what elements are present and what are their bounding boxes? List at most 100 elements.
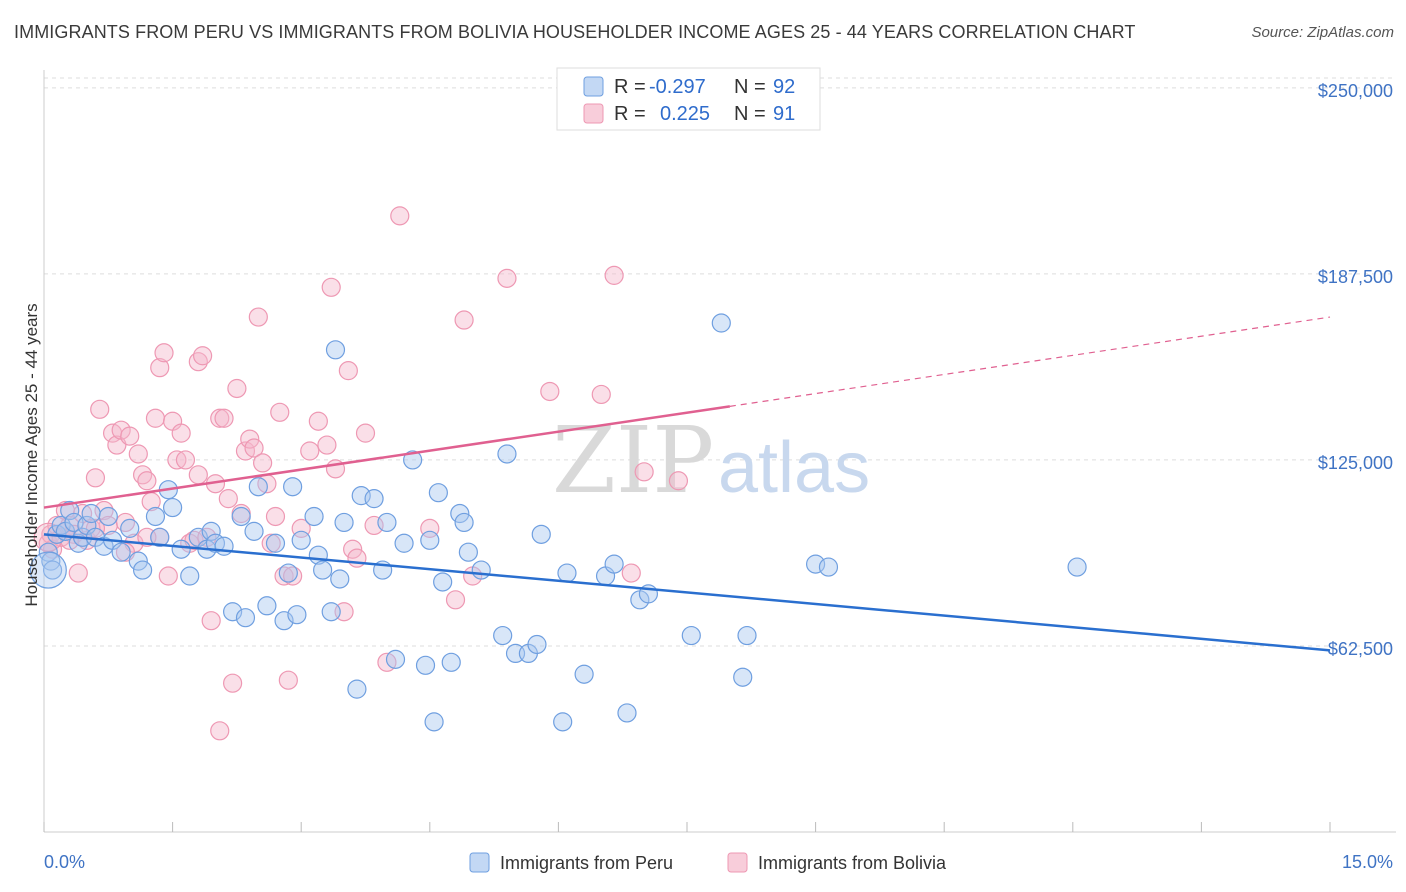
point-bolivia xyxy=(591,384,611,405)
point-peru xyxy=(415,655,436,675)
point-bolivia xyxy=(621,563,641,583)
point-bolivia xyxy=(210,721,230,741)
point-bolivia xyxy=(244,438,264,458)
bottom-legend: Immigrants from Peru Immigrants from Bol… xyxy=(469,852,947,873)
bottom-legend-swatch-bolivia xyxy=(727,852,748,873)
trend-lines xyxy=(43,316,1331,652)
point-bolivia xyxy=(604,265,624,285)
chart-source: Source: ZipAtlas.com xyxy=(1251,24,1394,41)
point-peru xyxy=(313,560,333,580)
point-bolivia xyxy=(445,590,466,610)
watermark: ZIP atlas xyxy=(552,407,870,514)
point-peru xyxy=(428,483,448,503)
point-bolivia xyxy=(85,468,106,488)
point-peru xyxy=(420,530,440,550)
point-peru xyxy=(287,605,307,625)
point-bolivia xyxy=(223,673,243,693)
bottom-legend-label-peru: Immigrants from Peru xyxy=(500,853,673,873)
legend-swatch-bolivia xyxy=(583,103,604,124)
point-bolivia xyxy=(265,506,286,527)
y-tick-label: $62,500 xyxy=(1328,639,1393,659)
point-bolivia xyxy=(171,423,191,443)
legend-r-label-peru: R = xyxy=(614,76,646,98)
point-peru xyxy=(235,608,256,628)
y-tick-label: $250,000 xyxy=(1318,81,1393,101)
legend-n-label-bolivia: N = xyxy=(734,103,766,125)
top-legend: R = -0.297 N = 92 R = 0.225 N = 91 xyxy=(556,67,821,131)
point-bolivia xyxy=(321,277,341,297)
point-bolivia xyxy=(158,566,178,586)
x-tick-label-end: 15.0% xyxy=(1342,852,1393,872)
point-peru xyxy=(325,340,346,360)
point-peru xyxy=(248,477,268,497)
legend-n-value-bolivia: 91 xyxy=(773,103,795,125)
point-bolivia xyxy=(278,670,298,690)
point-bolivia xyxy=(308,411,328,431)
point-peru xyxy=(604,554,624,574)
point-peru xyxy=(377,512,397,533)
point-bolivia xyxy=(355,423,376,443)
point-bolivia xyxy=(668,471,689,491)
point-peru xyxy=(394,533,414,553)
point-peru xyxy=(321,602,341,622)
legend-swatch-peru xyxy=(583,76,604,97)
trend-line-bolivia-extension xyxy=(729,316,1331,407)
point-peru xyxy=(433,572,453,592)
point-bolivia xyxy=(120,426,140,446)
point-bolivia xyxy=(175,450,196,470)
point-bolivia xyxy=(137,471,157,491)
bottom-legend-label-bolivia: Immigrants from Bolivia xyxy=(758,853,947,873)
point-peru xyxy=(385,649,406,669)
point-bolivia xyxy=(454,310,474,330)
point-bolivia xyxy=(150,358,170,378)
legend-n-label-peru: N = xyxy=(734,76,766,98)
point-peru xyxy=(330,569,350,589)
point-peru xyxy=(441,652,461,672)
point-bolivia xyxy=(240,429,260,449)
y-tick-label: $125,000 xyxy=(1318,453,1393,473)
gridlines xyxy=(44,77,1396,647)
point-bolivia xyxy=(253,453,273,473)
point-peru xyxy=(180,566,200,586)
point-peru xyxy=(733,667,753,687)
point-bolivia xyxy=(634,462,654,482)
point-peru xyxy=(81,503,101,524)
point-peru xyxy=(231,506,251,527)
point-peru xyxy=(403,450,423,470)
point-bolivia xyxy=(261,533,281,553)
point-peru xyxy=(347,679,367,699)
point-peru xyxy=(278,563,298,583)
point-peru xyxy=(553,712,573,732)
point-bolivia xyxy=(248,307,268,327)
point-peru xyxy=(150,527,170,547)
point-peru xyxy=(214,536,234,556)
point-peru xyxy=(98,506,118,527)
point-peru xyxy=(334,512,354,533)
point-peru xyxy=(574,664,594,684)
point-bolivia xyxy=(188,465,208,485)
point-bolivia xyxy=(214,408,234,428)
point-peru xyxy=(132,560,153,580)
point-bolivia xyxy=(201,611,221,631)
point-peru xyxy=(454,512,474,533)
chart-title: IMMIGRANTS FROM PERU VS IMMIGRANTS FROM … xyxy=(14,22,1136,42)
legend-n-value-peru: 92 xyxy=(773,76,795,98)
y-tick-label: $187,500 xyxy=(1318,267,1393,287)
point-peru xyxy=(291,530,311,550)
point-bolivia xyxy=(128,444,148,464)
point-peru xyxy=(424,712,444,732)
bottom-legend-swatch-peru xyxy=(469,852,490,873)
point-peru xyxy=(111,542,131,562)
point-bolivia xyxy=(497,268,517,288)
point-bolivia xyxy=(90,399,110,419)
point-bolivia xyxy=(270,402,290,422)
watermark-zip: ZIP xyxy=(552,407,714,514)
watermark-atlas: atlas xyxy=(718,428,870,508)
legend-r-value-bolivia: 0.225 xyxy=(660,103,710,125)
legend-r-value-peru: -0.297 xyxy=(649,76,706,98)
point-peru xyxy=(450,503,470,524)
point-peru xyxy=(681,625,701,646)
point-bolivia xyxy=(218,489,238,509)
x-tick-label-start: 0.0% xyxy=(44,852,85,872)
